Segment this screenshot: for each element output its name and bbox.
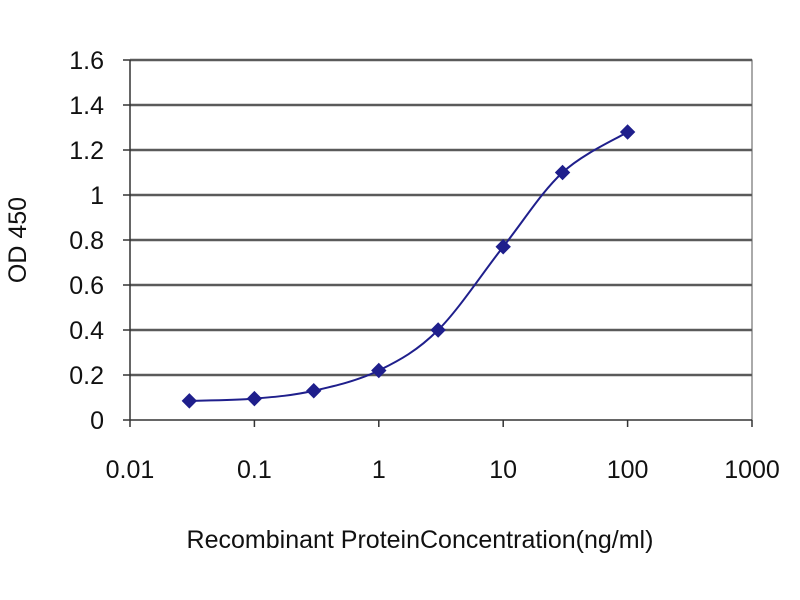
x-tick-label: 0.1 — [237, 456, 272, 484]
data-point-diamond — [371, 362, 387, 379]
x-tick-label: 0.01 — [106, 456, 155, 484]
y-tick-label: 1.4 — [69, 92, 104, 120]
y-tick-label: 1 — [90, 182, 104, 210]
data-series — [181, 124, 636, 409]
data-point-diamond — [430, 322, 446, 338]
data-point-diamond — [181, 393, 198, 409]
series-line — [189, 131, 629, 402]
x-tick-label: 10 — [489, 456, 517, 484]
y-axis-title: OD 450 — [4, 197, 32, 283]
data-point-diamond — [246, 390, 263, 407]
data-point-diamond — [306, 383, 322, 399]
x-axis-title: Recombinant ProteinConcentration(ng/ml) — [187, 526, 654, 554]
y-tick-label: 1.2 — [69, 137, 104, 165]
data-point-diamond — [554, 164, 571, 181]
x-tick-label: 1000 — [724, 456, 780, 484]
y-tick-label: 0.6 — [69, 272, 104, 300]
y-tick-label: 0.4 — [69, 317, 104, 345]
x-tick-label: 1 — [372, 456, 386, 484]
gridlines — [130, 58, 752, 377]
y-tick-label: 1.6 — [69, 47, 104, 75]
y-tick-label: 0.2 — [69, 362, 104, 390]
data-point-diamond — [495, 239, 511, 255]
y-tick-label: 0.8 — [69, 227, 104, 255]
y-tick-label: 0 — [90, 407, 104, 435]
x-tick-label: 100 — [607, 456, 649, 484]
data-point-diamond — [619, 124, 636, 140]
x-tick-labels: 0.01 0.1 1 10 100 1000 — [106, 420, 780, 484]
y-tick-labels: 0 0.2 0.4 0.6 0.8 1 1.2 1.4 1.6 — [69, 47, 130, 435]
